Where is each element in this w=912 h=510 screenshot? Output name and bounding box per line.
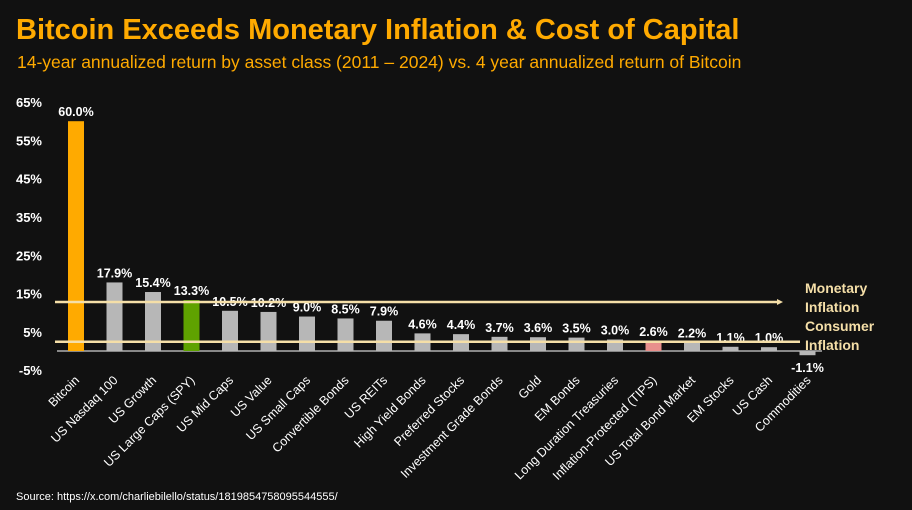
bar — [607, 339, 623, 351]
category-label: Gold — [516, 373, 545, 402]
y-tick-label: 65% — [16, 95, 42, 110]
data-label: 3.0% — [601, 324, 630, 338]
bar — [530, 337, 546, 351]
bar — [68, 121, 84, 351]
data-label: 9.0% — [293, 301, 322, 315]
data-label: 15.4% — [135, 276, 170, 290]
bar — [491, 336, 508, 351]
bar — [337, 318, 354, 351]
bar — [645, 341, 662, 351]
data-label: 17.9% — [97, 266, 132, 280]
y-tick-label: 15% — [16, 287, 42, 302]
bar — [106, 282, 123, 351]
chart-subtitle: 14-year annualized return by asset class… — [17, 52, 742, 72]
bar — [799, 351, 816, 356]
y-tick-label: 55% — [16, 133, 42, 148]
monetary-inflation-label: Inflation — [805, 299, 859, 315]
data-label: 60.0% — [58, 105, 93, 119]
bar — [260, 311, 277, 351]
y-tick-label: 35% — [16, 210, 42, 225]
arrow-icon — [777, 298, 783, 305]
data-label: 7.9% — [370, 305, 399, 319]
y-tick-label: -5% — [19, 363, 43, 378]
data-label: 4.4% — [447, 318, 476, 332]
bar — [568, 337, 585, 351]
category-label: Bitcoin — [46, 373, 82, 409]
data-label: -1.1% — [791, 361, 824, 375]
bar — [145, 292, 161, 351]
y-tick-label: 45% — [16, 172, 42, 187]
category-label: US Nasdaq 100 — [48, 373, 120, 445]
data-label: 4.6% — [408, 317, 437, 331]
bar — [183, 300, 200, 351]
bar — [222, 310, 238, 351]
consumer-inflation-label: Consumer — [805, 318, 875, 334]
bar — [299, 316, 315, 351]
bar — [684, 342, 700, 351]
category-label: Preferred Stocks — [391, 373, 467, 449]
y-tick-label: 5% — [23, 325, 42, 340]
data-label: 13.3% — [174, 284, 209, 298]
data-label: 1.0% — [755, 331, 784, 345]
data-label: 3.7% — [485, 321, 514, 335]
bar — [761, 347, 777, 351]
consumer-inflation-label: Inflation — [805, 337, 859, 353]
chart-title: Bitcoin Exceeds Monetary Inflation & Cos… — [16, 14, 740, 46]
monetary-inflation-label: Monetary — [805, 280, 867, 296]
data-label: 3.6% — [524, 321, 553, 335]
data-label: 8.5% — [331, 302, 360, 316]
y-tick-label: 25% — [16, 248, 42, 263]
source-note: Source: https://x.com/charliebilello/sta… — [16, 491, 338, 503]
bar — [376, 320, 392, 351]
data-label: 3.5% — [562, 322, 591, 336]
category-label: High Yield Bonds — [351, 373, 428, 450]
bar — [722, 346, 739, 351]
data-label: 2.2% — [678, 327, 707, 341]
data-label: 2.6% — [639, 325, 668, 339]
